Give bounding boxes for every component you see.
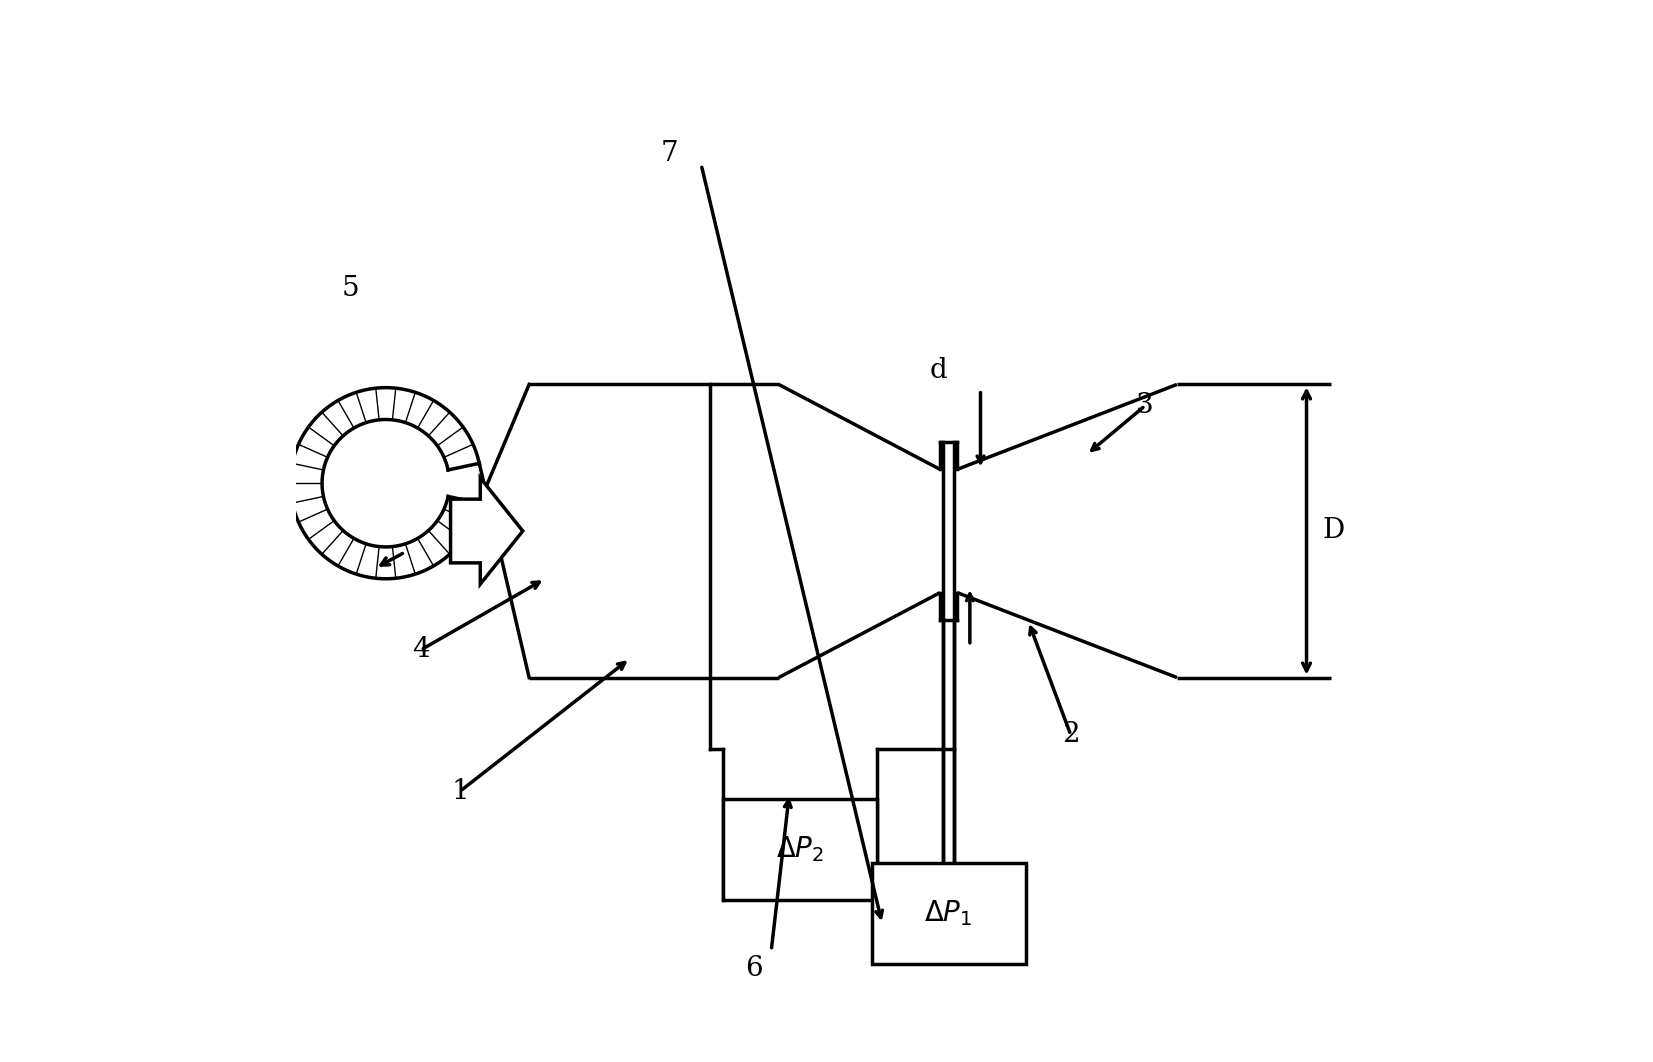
Text: 6: 6 (746, 955, 764, 982)
Text: 5: 5 (342, 275, 360, 303)
Text: $\Delta P_2$: $\Delta P_2$ (775, 835, 823, 864)
Text: 7: 7 (661, 140, 678, 168)
Polygon shape (451, 478, 522, 584)
Bar (871, 862, 1025, 964)
Text: 4: 4 (412, 636, 430, 664)
Text: $\Delta P_1$: $\Delta P_1$ (924, 898, 974, 928)
Bar (722, 799, 878, 901)
Text: 3: 3 (1136, 392, 1154, 419)
Text: d: d (929, 358, 947, 384)
Text: D: D (1322, 517, 1344, 545)
Text: 2: 2 (1061, 721, 1079, 749)
Text: 1: 1 (451, 777, 469, 805)
